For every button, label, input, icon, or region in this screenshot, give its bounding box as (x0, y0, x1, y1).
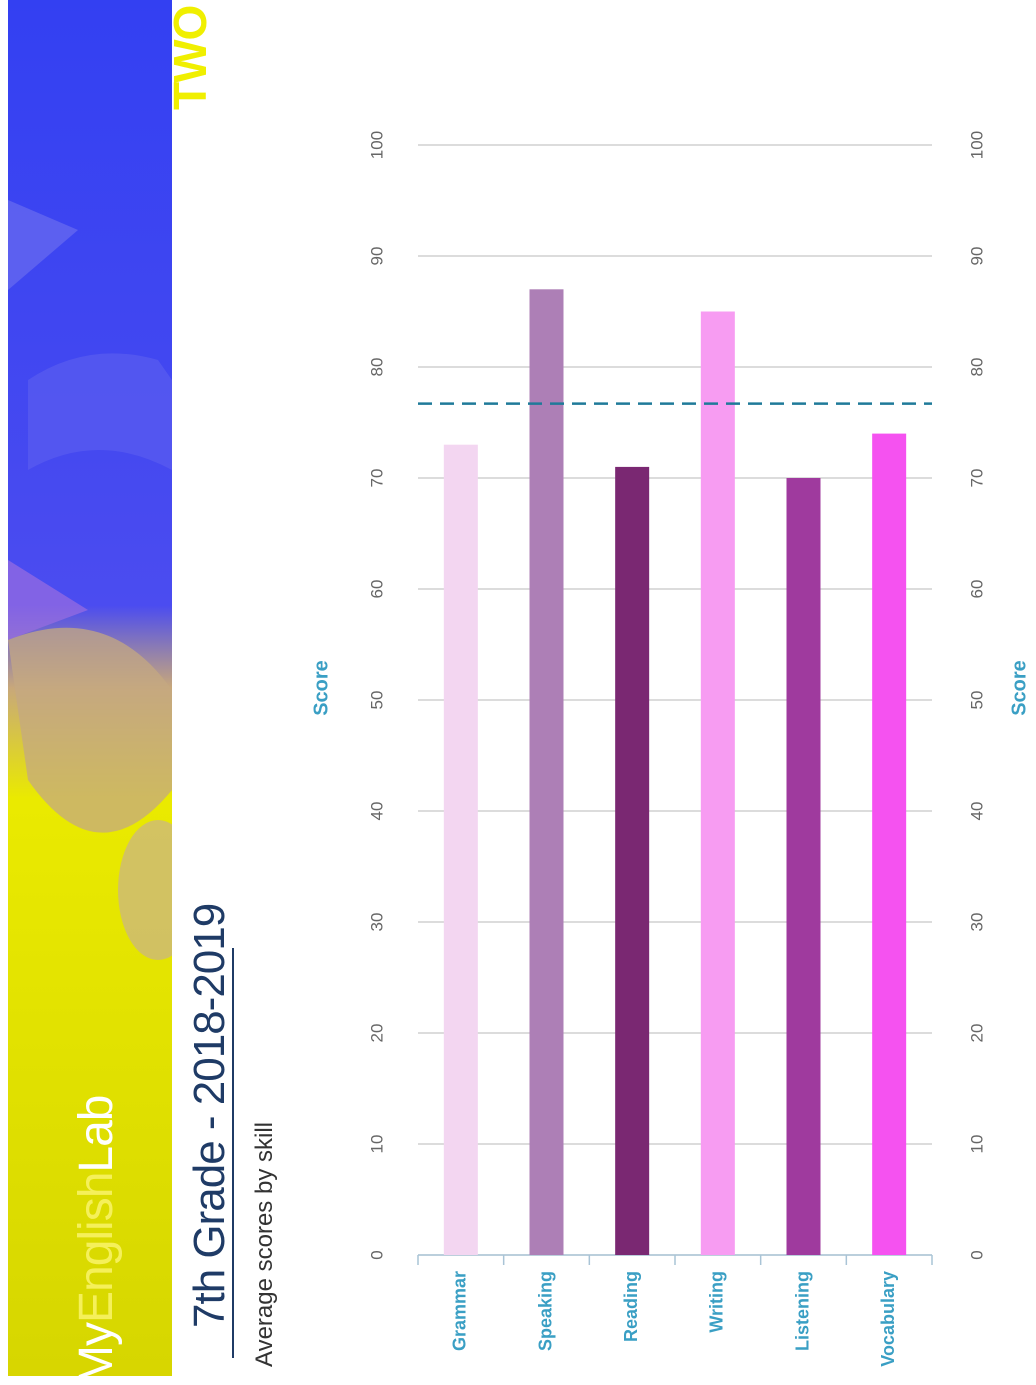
category-label: Vocabulary (878, 1271, 898, 1367)
tick-label-left: 50 (367, 691, 386, 710)
bar-listening (786, 478, 821, 1255)
title-underline (232, 948, 234, 1358)
bar-vocabulary (872, 433, 907, 1256)
tick-label-left: 30 (367, 913, 386, 932)
category-label: Speaking (535, 1271, 555, 1351)
tick-label-right: 70 (967, 469, 986, 488)
bar-reading (615, 466, 650, 1255)
tick-label-right: 30 (967, 913, 986, 932)
tick-label-left: 90 (367, 247, 386, 266)
tick-label-left: 10 (367, 1135, 386, 1154)
bar-writing (700, 311, 735, 1255)
bar-speaking (529, 289, 564, 1255)
category-label: Grammar (450, 1271, 470, 1351)
tick-label-left: 60 (367, 580, 386, 599)
tick-label-left: 80 (367, 358, 386, 377)
banner (8, 0, 172, 1376)
y-axis-label-left: Score (310, 660, 332, 716)
tick-label-right: 100 (967, 131, 986, 159)
category-label: Writing (707, 1271, 727, 1333)
category-label: Listening (792, 1271, 812, 1351)
tick-label-left: 0 (367, 1250, 386, 1259)
tick-label-right: 60 (967, 580, 986, 599)
tick-label-right: 20 (967, 1024, 986, 1043)
tick-label-right: 10 (967, 1135, 986, 1154)
tick-label-left: 40 (367, 802, 386, 821)
tick-label-left: 70 (367, 469, 386, 488)
tick-label-right: 0 (967, 1250, 986, 1259)
grid-layer (417, 144, 933, 1265)
bar-layer (443, 289, 907, 1256)
category-label: Reading (621, 1271, 641, 1342)
tick-label-right: 90 (967, 247, 986, 266)
tick-label-right: 40 (967, 802, 986, 821)
tick-label-right: 80 (967, 358, 986, 377)
bar-grammar (443, 444, 478, 1255)
y-axis-label-right: Score (1008, 660, 1030, 716)
label-layer: 0 0 10 10 20 20 30 30 40 40 50 50 60 60 70 70 80 80 90 90 10… (367, 131, 986, 1367)
tick-label-left: 100 (367, 131, 386, 159)
tick-label-right: 50 (967, 691, 986, 710)
tick-label-left: 20 (367, 1024, 386, 1043)
